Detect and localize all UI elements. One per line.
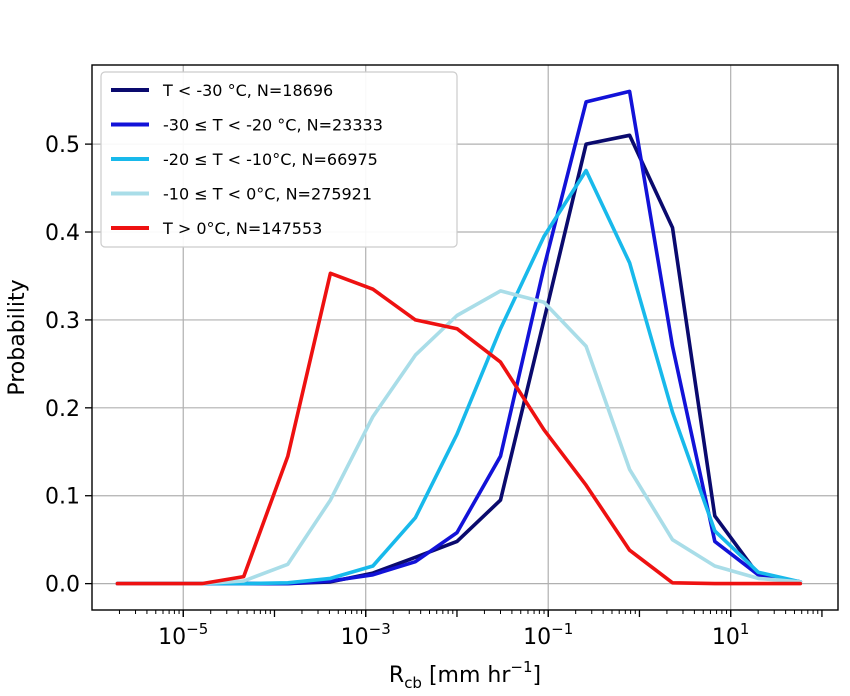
x-axis-label-units: [mm hr xyxy=(422,663,511,688)
y-tick-label: 0.4 xyxy=(45,221,80,246)
legend-label-3: -20 ≤ T < -10°C, N=66975 xyxy=(163,150,378,169)
legend-box xyxy=(100,71,458,248)
y-tick-label: 0.2 xyxy=(45,397,80,422)
x-axis-label-subscript: cb xyxy=(404,674,422,692)
legend: T < -30 °C, N=18696 -30 ≤ T < -20 °C, N=2… xyxy=(100,71,458,248)
legend-label-1: T < -30 °C, N=18696 xyxy=(162,81,333,100)
series-line-4 xyxy=(115,289,803,586)
y-tick-label: 0.3 xyxy=(45,309,80,334)
axis-ticks xyxy=(85,143,823,617)
y-tick-label: 0.1 xyxy=(45,485,80,510)
tick-labels: 0.0 0.1 0.2 0.3 0.4 0.5 10−5 10−3 10−1 101 xyxy=(45,133,749,650)
legend-label-2: -30 ≤ T < -20 °C, N=23333 xyxy=(163,116,383,135)
x-tick-label: 10−5 xyxy=(158,620,208,650)
x-axis-label-close: ] xyxy=(533,663,542,688)
x-tick-label: 10−3 xyxy=(341,620,391,650)
y-axis-label: Probability xyxy=(5,279,30,395)
x-axis-label-superscript: −1 xyxy=(510,658,532,676)
x-axis-label: Rcb [mm hr−1] xyxy=(389,658,541,692)
y-tick-label: 0.5 xyxy=(45,133,80,158)
y-tick-label: 0.0 xyxy=(45,573,80,598)
legend-label-5: T > 0°C, N=147553 xyxy=(162,219,322,238)
plot-frame xyxy=(91,64,839,611)
x-tick-label: 101 xyxy=(712,620,750,650)
legend-label-4: -10 ≤ T < 0°C, N=275921 xyxy=(163,185,372,204)
x-axis-label-base: R xyxy=(389,663,404,688)
x-tick-label: 10−1 xyxy=(523,620,573,650)
series-line-5 xyxy=(115,271,803,586)
series-lines xyxy=(115,89,803,586)
